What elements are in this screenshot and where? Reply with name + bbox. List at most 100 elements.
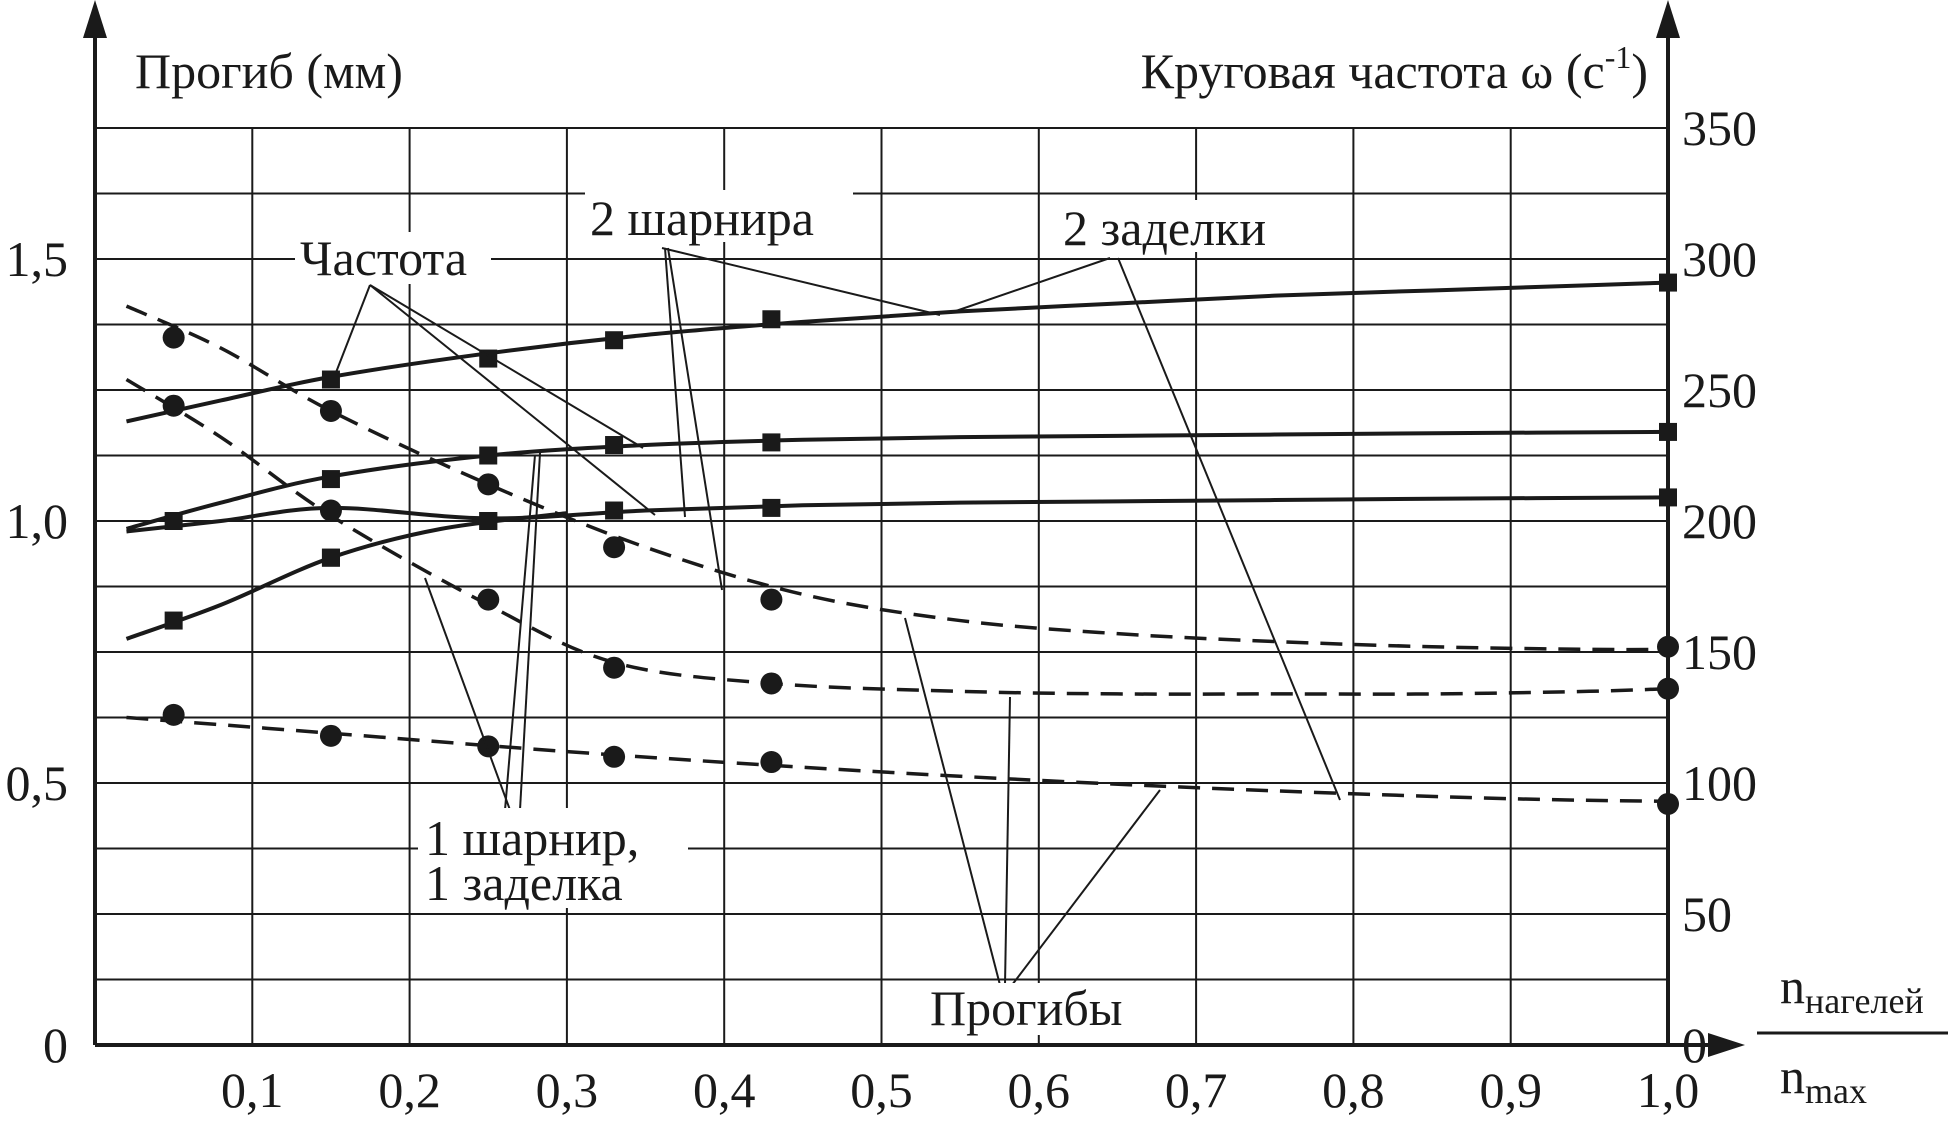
annotation-leader-line <box>334 284 371 376</box>
tick-labels: 0,1 0,2 0,3 0,4 0,5 0,6 0,7 0,8 0,9 1,000,51,01,5… <box>6 100 1758 1118</box>
data-point-square <box>762 433 781 452</box>
data-point-circle <box>760 672 783 695</box>
data-point-circle <box>162 703 185 726</box>
annotation-two-hinges: 2 шарнира <box>590 190 814 246</box>
x-tick-label: 0,8 <box>1322 1062 1385 1118</box>
x-tick-label: 0,6 <box>1008 1062 1071 1118</box>
data-point-square <box>479 512 498 530</box>
frequency-curve-2 <box>126 495 1669 534</box>
x-tick-label: 0,5 <box>850 1062 913 1118</box>
x-tick-label: 0,7 <box>1165 1062 1228 1118</box>
annotation-leader-line <box>661 247 941 316</box>
data-point-circle <box>1657 677 1679 700</box>
data-point-square <box>605 331 624 350</box>
x-axis-title-numerator: nнагелей <box>1780 958 1924 1021</box>
annotation-frequency: Частота <box>300 230 467 286</box>
data-point-square <box>321 470 340 489</box>
data-point-circle <box>760 588 783 611</box>
annotation-leader-line <box>1011 789 1161 986</box>
x-tick-label: 0,4 <box>693 1062 756 1118</box>
data-point-circle <box>1657 792 1679 815</box>
data-point-square <box>1659 273 1677 292</box>
y-right-tick-label: 0 <box>1682 1017 1707 1073</box>
x-tick-label: 0,1 <box>221 1062 284 1118</box>
y-left-tick-label: 1,0 <box>6 493 69 549</box>
data-point-circle <box>603 536 626 559</box>
y-left-tick-label: 1,5 <box>6 231 69 287</box>
data-point-circle <box>319 499 342 522</box>
data-point-circle <box>603 745 626 768</box>
data-point-circle <box>162 326 185 349</box>
markers <box>162 273 1679 815</box>
data-point-circle <box>1657 635 1679 658</box>
annotation-leader-line <box>1004 696 1011 986</box>
x-axis-title-denominator-n: n <box>1780 1048 1805 1104</box>
x-axis-title-denominator-sub: max <box>1805 1071 1867 1111</box>
data-point-square <box>1659 488 1677 507</box>
y-right-tick-label: 200 <box>1682 493 1757 549</box>
data-point-circle <box>477 735 500 758</box>
annotation-leader-line <box>949 257 1111 314</box>
x-tick-label: 1,0 <box>1637 1062 1700 1118</box>
annotation-mask-two-clamps <box>1058 200 1310 252</box>
frequency-curve-3 <box>125 511 568 641</box>
right-axis-title-main: Круговая частота ω (c <box>1141 43 1605 99</box>
data-point-square <box>321 548 340 567</box>
data-point-circle <box>477 588 500 611</box>
data-point-circle <box>603 656 626 679</box>
annotation-leader-line <box>519 452 541 811</box>
x-axis-title-denominator: nmax <box>1780 1048 1867 1111</box>
annotation-hinge-clamp-line2: 1 заделка <box>425 855 623 911</box>
annotation-hinge-clamp-line1: 1 шарнир, <box>425 810 639 866</box>
annotation-leader-line <box>369 284 644 449</box>
data-point-square <box>164 611 183 630</box>
right-axis-title: Круговая частота ω (c-1) <box>1141 39 1648 99</box>
data-point-square <box>479 446 498 465</box>
data-point-square <box>321 370 340 389</box>
data-point-circle <box>319 399 342 422</box>
data-point-circle <box>477 473 500 496</box>
y-right-tick-label: 150 <box>1682 624 1757 680</box>
frequency-curve-0 <box>126 280 1669 424</box>
y-right-tick-label: 300 <box>1682 231 1757 287</box>
x-axis-arrow <box>1708 1033 1745 1057</box>
curves <box>125 280 1669 804</box>
annotation-leader-line <box>664 247 686 518</box>
right-axis-title-tail: ) <box>1631 43 1648 99</box>
annotation-deflections: Прогибы <box>930 980 1122 1036</box>
annotation-leader-line <box>904 617 1001 986</box>
x-axis-title-numerator-sub: нагелей <box>1805 981 1924 1021</box>
annotation-leader-line <box>369 284 656 516</box>
deflection-curve-4 <box>125 304 1669 652</box>
y-right-tick-label: 250 <box>1682 362 1757 418</box>
data-point-square <box>605 436 624 455</box>
data-point-square <box>762 498 781 517</box>
annotation-leaders <box>334 247 1341 986</box>
frequency-curve-1 <box>125 429 1669 531</box>
data-point-square <box>605 501 624 520</box>
right-axis-title-superscript: -1 <box>1605 39 1632 75</box>
y-right-tick-label: 350 <box>1682 100 1757 156</box>
data-point-square <box>1659 422 1677 441</box>
annotation-leader-line <box>424 577 511 811</box>
annotation-mask-hinge-clamp <box>418 808 688 908</box>
annotation-labels: Частота 2 шарнира 2 заделки 1 шарнир, 1 … <box>295 190 1310 1036</box>
y-right-tick-label: 100 <box>1682 755 1757 811</box>
data-point-square <box>164 512 183 530</box>
annotation-mask-deflections <box>925 983 1153 1035</box>
left-axis-arrow <box>83 0 107 38</box>
data-point-circle <box>760 751 783 774</box>
x-tick-label: 0,9 <box>1479 1062 1542 1118</box>
x-tick-label: 0,2 <box>378 1062 441 1118</box>
deflection-curve-6 <box>126 715 1669 804</box>
x-tick-label: 0,3 <box>536 1062 599 1118</box>
annotation-mask-two-hinges <box>585 190 853 242</box>
annotation-mask-frequency <box>295 232 491 284</box>
annotation-leader-line <box>667 247 723 591</box>
data-point-circle <box>319 724 342 747</box>
y-left-tick-label: 0,5 <box>6 755 69 811</box>
annotation-leader-line <box>504 454 536 811</box>
left-axis-title: Прогиб (мм) <box>135 43 403 99</box>
axes <box>83 0 1745 1057</box>
